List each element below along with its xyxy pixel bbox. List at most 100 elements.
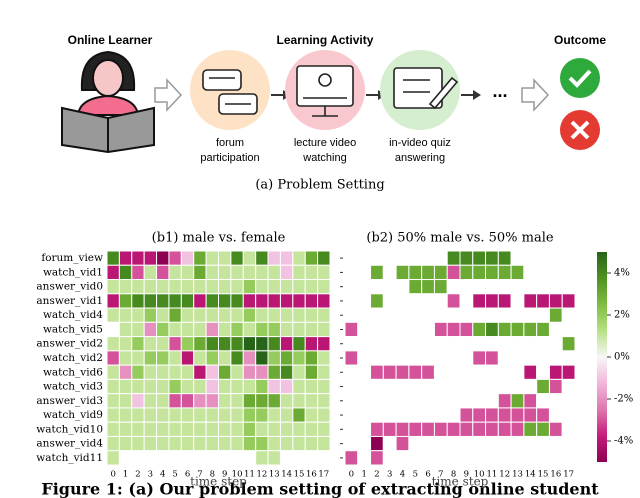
column-label: 16 bbox=[306, 470, 317, 480]
heat-cell bbox=[267, 336, 281, 352]
heat-cell bbox=[304, 435, 319, 452]
heat-cell bbox=[459, 421, 474, 437]
column-label: 9 bbox=[464, 470, 469, 480]
heat-cell bbox=[485, 336, 499, 352]
heat-cell bbox=[279, 293, 294, 309]
heat-cell bbox=[523, 279, 538, 295]
row-label: watch_vid10 bbox=[36, 423, 103, 435]
heat-cell bbox=[131, 421, 145, 437]
heat-cell bbox=[344, 307, 359, 323]
heat-cell bbox=[230, 350, 244, 366]
heat-cell bbox=[267, 407, 281, 423]
heat-cell bbox=[143, 336, 158, 352]
heat-cell bbox=[230, 307, 244, 323]
heat-cell bbox=[395, 421, 410, 437]
heat-cell bbox=[370, 321, 384, 338]
heat-cell bbox=[242, 350, 257, 366]
heat-cell bbox=[357, 250, 372, 266]
heat-cell bbox=[131, 450, 145, 466]
heat-cell bbox=[433, 250, 448, 266]
heat-cell bbox=[292, 264, 306, 281]
heat-cell bbox=[168, 421, 182, 437]
heat-cell bbox=[279, 279, 294, 295]
row-label: watch_vid6 bbox=[43, 366, 103, 378]
heat-cell bbox=[395, 393, 410, 409]
column-label: 17 bbox=[318, 470, 329, 480]
heat-cell bbox=[156, 264, 170, 281]
heat-cell bbox=[497, 321, 512, 338]
heat-cell bbox=[485, 279, 499, 295]
heat-cell bbox=[304, 364, 319, 380]
heat-cell bbox=[548, 336, 563, 352]
heat-cell bbox=[497, 264, 512, 281]
outcome-title: Outcome bbox=[554, 33, 606, 47]
heat-cell bbox=[472, 307, 487, 323]
heat-cell bbox=[344, 364, 359, 380]
heat-cell bbox=[548, 393, 563, 409]
heat-cell bbox=[536, 378, 550, 395]
column-label: 17 bbox=[563, 470, 574, 480]
heat-cell bbox=[242, 393, 257, 409]
heatmap-title: (b1) male vs. female bbox=[152, 231, 286, 246]
heat-cell bbox=[118, 307, 133, 323]
heat-cell bbox=[485, 250, 499, 266]
heat-cell bbox=[156, 350, 170, 366]
heat-cell bbox=[433, 321, 448, 338]
heat-cell bbox=[433, 407, 448, 423]
heat-cell bbox=[143, 321, 158, 338]
heat-cell bbox=[218, 407, 232, 423]
row-label: watch_vid4 bbox=[43, 309, 103, 321]
heat-cell bbox=[433, 364, 448, 380]
heat-cell bbox=[561, 279, 576, 295]
heat-cell bbox=[459, 435, 474, 452]
column-label: 11 bbox=[487, 470, 498, 480]
heat-cell bbox=[218, 293, 232, 309]
heat-cell bbox=[118, 450, 133, 466]
row-label: answer_vid3 bbox=[36, 395, 103, 407]
heat-cell bbox=[242, 279, 257, 295]
heat-cell bbox=[408, 393, 423, 409]
heat-cell bbox=[255, 264, 269, 281]
heat-cell bbox=[382, 393, 397, 409]
heat-cell bbox=[317, 421, 331, 437]
heat-cell bbox=[408, 350, 423, 366]
heat-cell bbox=[193, 250, 207, 266]
heat-cell bbox=[408, 250, 423, 266]
column-label: 2 bbox=[135, 470, 140, 480]
heat-cell bbox=[193, 279, 207, 295]
heat-cell bbox=[433, 378, 448, 395]
heat-cell bbox=[485, 421, 499, 437]
heat-cell bbox=[395, 350, 410, 366]
colorbar-label: -2% bbox=[614, 394, 633, 405]
heat-cell bbox=[143, 393, 158, 409]
heat-cell bbox=[304, 378, 319, 395]
heat-cell bbox=[357, 421, 372, 437]
heat-cell bbox=[536, 407, 550, 423]
heat-cell bbox=[395, 336, 410, 352]
heat-cell bbox=[485, 435, 499, 452]
heat-cell bbox=[131, 364, 145, 380]
heat-cell bbox=[168, 435, 182, 452]
heat-cell bbox=[446, 293, 461, 309]
heat-cell bbox=[180, 336, 195, 352]
row-label: watch_vid3 bbox=[43, 381, 103, 393]
heat-cell bbox=[279, 450, 294, 466]
heat-cell bbox=[548, 421, 563, 437]
heat-cell bbox=[446, 450, 461, 466]
heat-cell bbox=[230, 435, 244, 452]
heat-cell bbox=[459, 407, 474, 423]
heat-cell bbox=[408, 279, 423, 295]
heat-cell bbox=[168, 250, 182, 266]
heat-cell bbox=[523, 264, 538, 281]
column-label: 2 bbox=[374, 470, 379, 480]
heat-cell bbox=[357, 307, 372, 323]
activity-label: in-video quiz bbox=[389, 137, 451, 149]
x-axis-label: time step bbox=[190, 475, 247, 489]
activity-label: answering bbox=[395, 152, 445, 164]
heat-cell bbox=[510, 307, 525, 323]
heat-cell bbox=[485, 293, 499, 309]
heat-cell bbox=[433, 336, 448, 352]
heat-cell bbox=[382, 336, 397, 352]
heat-cell bbox=[118, 435, 133, 452]
heat-cell bbox=[118, 279, 133, 295]
